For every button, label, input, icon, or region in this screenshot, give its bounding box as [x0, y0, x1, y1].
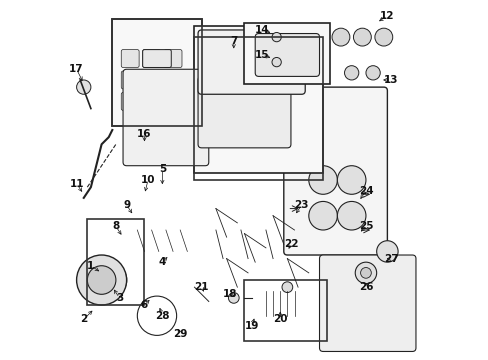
Text: 4: 4 — [158, 257, 166, 267]
Bar — [194, 37, 323, 180]
Text: 7: 7 — [230, 36, 237, 46]
FancyBboxPatch shape — [319, 255, 415, 351]
Text: 29: 29 — [173, 329, 187, 339]
Bar — [87, 219, 144, 305]
FancyBboxPatch shape — [255, 33, 319, 76]
Circle shape — [98, 269, 119, 291]
Text: 17: 17 — [69, 64, 84, 74]
Text: 8: 8 — [112, 221, 119, 231]
Text: 21: 21 — [194, 282, 208, 292]
Text: 13: 13 — [383, 75, 397, 85]
FancyBboxPatch shape — [164, 93, 182, 111]
FancyBboxPatch shape — [142, 93, 160, 111]
Text: 26: 26 — [358, 282, 372, 292]
Text: 22: 22 — [283, 239, 298, 249]
FancyBboxPatch shape — [142, 71, 160, 89]
Circle shape — [353, 28, 370, 46]
Bar — [244, 280, 326, 341]
FancyBboxPatch shape — [123, 69, 208, 166]
Circle shape — [337, 202, 365, 230]
Text: 27: 27 — [383, 253, 397, 264]
Text: 9: 9 — [123, 200, 130, 210]
Text: 28: 28 — [155, 311, 169, 321]
Circle shape — [77, 80, 91, 94]
Circle shape — [282, 282, 292, 293]
Text: 14: 14 — [255, 25, 269, 35]
Circle shape — [308, 166, 337, 194]
Text: 11: 11 — [69, 179, 83, 189]
Circle shape — [271, 58, 281, 67]
Text: 5: 5 — [159, 164, 165, 174]
Circle shape — [354, 262, 376, 284]
Circle shape — [228, 293, 239, 303]
Text: 25: 25 — [358, 221, 372, 231]
FancyBboxPatch shape — [121, 93, 139, 111]
Circle shape — [337, 166, 365, 194]
Text: 20: 20 — [272, 314, 287, 324]
Text: 24: 24 — [358, 186, 372, 196]
Circle shape — [331, 28, 349, 46]
Text: 12: 12 — [379, 11, 394, 21]
FancyBboxPatch shape — [283, 87, 386, 255]
FancyBboxPatch shape — [194, 26, 323, 173]
FancyBboxPatch shape — [142, 50, 171, 67]
Text: 2: 2 — [80, 314, 87, 324]
Circle shape — [87, 266, 116, 294]
Text: 23: 23 — [294, 200, 308, 210]
Circle shape — [271, 32, 281, 42]
Circle shape — [308, 202, 337, 230]
FancyBboxPatch shape — [244, 23, 329, 84]
Circle shape — [91, 262, 126, 298]
FancyBboxPatch shape — [112, 19, 201, 126]
FancyBboxPatch shape — [121, 50, 139, 67]
Circle shape — [77, 255, 126, 305]
Circle shape — [374, 28, 392, 46]
FancyBboxPatch shape — [142, 50, 160, 67]
Bar — [112, 19, 201, 126]
FancyBboxPatch shape — [198, 76, 290, 148]
Circle shape — [365, 66, 380, 80]
Circle shape — [360, 267, 370, 278]
Circle shape — [376, 241, 397, 262]
Text: 6: 6 — [141, 300, 148, 310]
FancyBboxPatch shape — [198, 30, 305, 94]
FancyBboxPatch shape — [164, 50, 182, 67]
Text: 3: 3 — [116, 293, 123, 303]
Text: 18: 18 — [223, 289, 237, 299]
Text: 19: 19 — [244, 321, 258, 332]
Text: 15: 15 — [255, 50, 269, 60]
Circle shape — [344, 66, 358, 80]
Text: 16: 16 — [137, 129, 151, 139]
Text: 1: 1 — [87, 261, 94, 271]
FancyBboxPatch shape — [121, 71, 139, 89]
FancyBboxPatch shape — [164, 71, 182, 89]
Text: 10: 10 — [141, 175, 155, 185]
